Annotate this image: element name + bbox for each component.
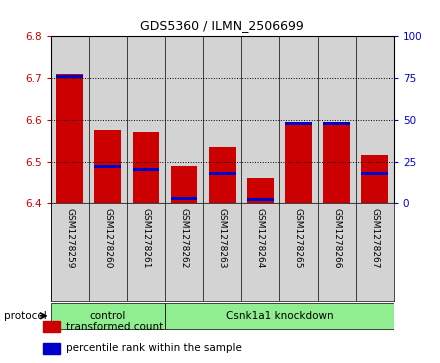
Bar: [209, 147, 235, 203]
Text: GSM1278267: GSM1278267: [370, 208, 379, 269]
Text: GSM1278262: GSM1278262: [180, 208, 189, 269]
Bar: [285, 122, 312, 203]
Bar: [51, 303, 165, 329]
Bar: [51, 36, 89, 203]
Bar: [171, 197, 198, 200]
Bar: [56, 74, 83, 203]
Bar: [132, 132, 159, 203]
Bar: [95, 165, 121, 168]
Bar: [132, 168, 159, 171]
Bar: [247, 199, 274, 201]
Text: Csnk1a1 knockdown: Csnk1a1 knockdown: [226, 311, 333, 321]
Text: GSM1278259: GSM1278259: [65, 208, 74, 269]
Text: protocol: protocol: [4, 311, 47, 321]
Bar: [43, 343, 60, 354]
Bar: [89, 36, 127, 203]
Text: GSM1278265: GSM1278265: [294, 208, 303, 269]
Bar: [323, 122, 350, 125]
Bar: [323, 122, 350, 203]
Bar: [361, 155, 388, 203]
Bar: [56, 75, 83, 78]
Bar: [95, 130, 121, 203]
Bar: [279, 36, 318, 203]
Text: GSM1278266: GSM1278266: [332, 208, 341, 269]
Bar: [247, 178, 274, 203]
Text: GSM1278260: GSM1278260: [103, 208, 112, 269]
Bar: [165, 36, 203, 203]
Bar: [209, 172, 235, 175]
Text: control: control: [90, 311, 126, 321]
Text: GSM1278264: GSM1278264: [256, 208, 265, 269]
Bar: [285, 122, 312, 125]
Bar: [127, 36, 165, 203]
Bar: [165, 303, 394, 329]
Title: GDS5360 / ILMN_2506699: GDS5360 / ILMN_2506699: [140, 19, 304, 32]
Bar: [356, 36, 394, 203]
Text: GSM1278261: GSM1278261: [141, 208, 150, 269]
Bar: [318, 36, 356, 203]
Text: transformed count: transformed count: [66, 322, 163, 332]
Bar: [241, 36, 279, 203]
Text: percentile rank within the sample: percentile rank within the sample: [66, 343, 242, 354]
Bar: [43, 321, 60, 332]
Bar: [171, 166, 198, 203]
Bar: [203, 36, 241, 203]
Text: GSM1278263: GSM1278263: [218, 208, 227, 269]
Bar: [361, 172, 388, 175]
